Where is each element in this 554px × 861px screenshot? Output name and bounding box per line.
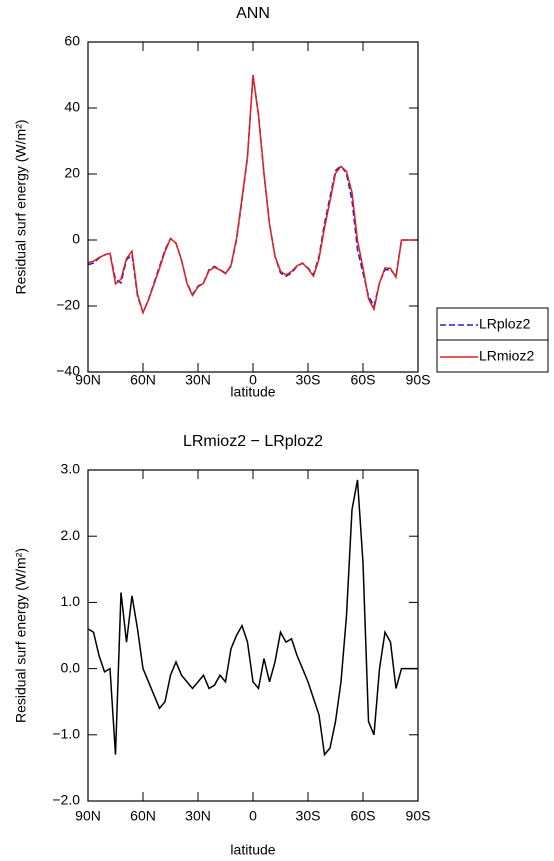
plot-frame <box>87 41 419 373</box>
y-tick-label: 2.0 <box>61 527 81 543</box>
x-tick-label: 30N <box>185 808 211 824</box>
y-tick-label: 60 <box>64 33 80 49</box>
x-tick-label: 60S <box>351 808 376 824</box>
line-series <box>87 74 418 315</box>
y-tick-label: 20 <box>64 165 80 181</box>
x-axis-label: latitude <box>230 842 275 858</box>
line-series <box>87 75 418 315</box>
x-tick-label: 0 <box>249 808 257 824</box>
legend-label: LRmioz2 <box>479 348 534 364</box>
chart-title: LRmioz2 − LRploz2 <box>183 433 323 450</box>
x-tick-label: 30S <box>296 808 321 824</box>
y-tick-label: 40 <box>64 99 80 115</box>
y-tick-label: 0 <box>72 231 80 247</box>
y-tick-label: 1.0 <box>61 593 81 609</box>
legend-label: LRploz2 <box>479 316 531 332</box>
chart-title: ANN <box>236 5 270 22</box>
x-tick-label: 30S <box>296 372 321 388</box>
x-tick-label: 60S <box>351 372 376 388</box>
y-tick-label: −2.0 <box>52 792 80 808</box>
y-tick-label: 0.0 <box>61 659 81 675</box>
x-axis-label: latitude <box>230 384 275 400</box>
y-axis-label: Residual surf energy (W/m²) <box>13 548 29 723</box>
y-tick-label: −20 <box>56 297 80 313</box>
x-tick-label: 0 <box>249 372 257 388</box>
x-tick-label: 60N <box>130 808 156 824</box>
x-tick-label: 60N <box>130 372 156 388</box>
y-tick-label: 3.0 <box>61 461 81 477</box>
y-axis-label: Residual surf energy (W/m²) <box>13 119 29 294</box>
x-tick-label: 30N <box>185 372 211 388</box>
y-tick-label: −1.0 <box>52 726 80 742</box>
x-tick-label: 90N <box>75 372 101 388</box>
x-tick-label: 90S <box>406 372 431 388</box>
line-series <box>87 479 418 757</box>
x-tick-label: 90N <box>75 808 101 824</box>
y-tick-label: −40 <box>56 363 80 379</box>
x-tick-label: 90S <box>406 808 431 824</box>
plot-frame <box>87 469 419 802</box>
